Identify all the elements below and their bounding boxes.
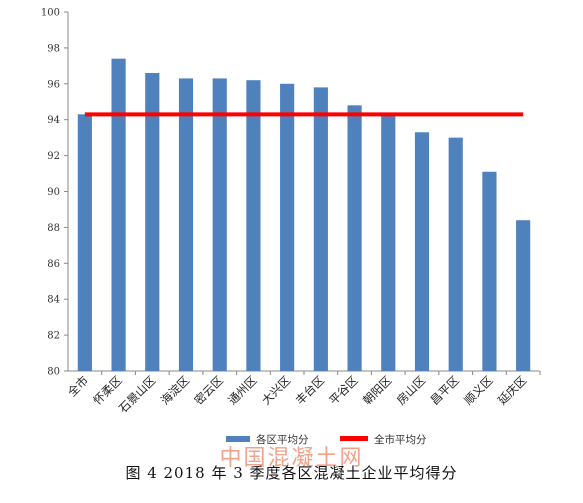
y-tick-label: 88 <box>47 223 60 234</box>
figure-caption: 图 4 2018 年 3 季度各区混凝土企业平均得分 <box>125 464 458 482</box>
category-label: 朝阳区 <box>360 373 394 407</box>
category-label: 密云区 <box>192 373 226 407</box>
bar <box>246 80 261 372</box>
bar <box>77 114 92 371</box>
y-tick-label: 86 <box>47 259 60 270</box>
category-label: 石景山区 <box>116 373 158 415</box>
legend-bar-label: 各区平均分 <box>256 433 309 446</box>
category-label: 通州区 <box>225 373 259 407</box>
category-label: 延庆区 <box>495 373 529 407</box>
y-tick-label: 94 <box>47 115 60 126</box>
bars <box>77 58 531 372</box>
bar <box>347 105 362 371</box>
y-axis: 80 82 84 86 88 90 92 94 96 98 100 <box>41 8 69 378</box>
category-label: 全市 <box>65 373 91 399</box>
category-label: 顺义区 <box>461 373 495 407</box>
category-label: 平谷区 <box>326 373 360 407</box>
bar <box>313 87 328 371</box>
category-label: 海淀区 <box>158 373 192 407</box>
category-label: 昌平区 <box>428 373 462 407</box>
bar <box>381 112 396 372</box>
watermark: 中国混凝土网 <box>219 446 364 471</box>
y-tick-label: 98 <box>47 43 60 54</box>
x-axis <box>68 370 541 375</box>
y-tick-label: 82 <box>47 331 60 342</box>
bar <box>280 83 295 372</box>
legend-bar-swatch <box>226 436 250 442</box>
category-label: 丰台区 <box>293 373 327 407</box>
bar <box>516 220 531 371</box>
bar <box>482 171 497 371</box>
y-tick-label: 90 <box>47 187 60 198</box>
category-label: 大兴区 <box>259 373 293 407</box>
legend-line-label: 全市平均分 <box>374 433 427 446</box>
bar <box>414 132 430 371</box>
y-tick-label: 96 <box>47 79 60 90</box>
legend-line-swatch <box>340 436 368 441</box>
bar <box>448 137 463 371</box>
bar <box>145 73 160 371</box>
y-tick-label: 84 <box>47 295 60 306</box>
bar <box>212 78 227 371</box>
y-tick-label: 92 <box>47 151 60 162</box>
legend: 各区平均分 全市平均分 <box>226 433 427 446</box>
bar <box>111 58 126 372</box>
y-tick-label: 80 <box>47 367 60 378</box>
category-labels: 全市 怀柔区石景山区 海淀区 密云区 通州区 大兴区 丰台区 平谷区 朝阳区 房山区 昌平区 顺义区延… <box>65 373 529 415</box>
category-label: 房山区 <box>394 373 428 407</box>
bar <box>178 78 194 371</box>
y-tick-label: 100 <box>41 8 60 19</box>
